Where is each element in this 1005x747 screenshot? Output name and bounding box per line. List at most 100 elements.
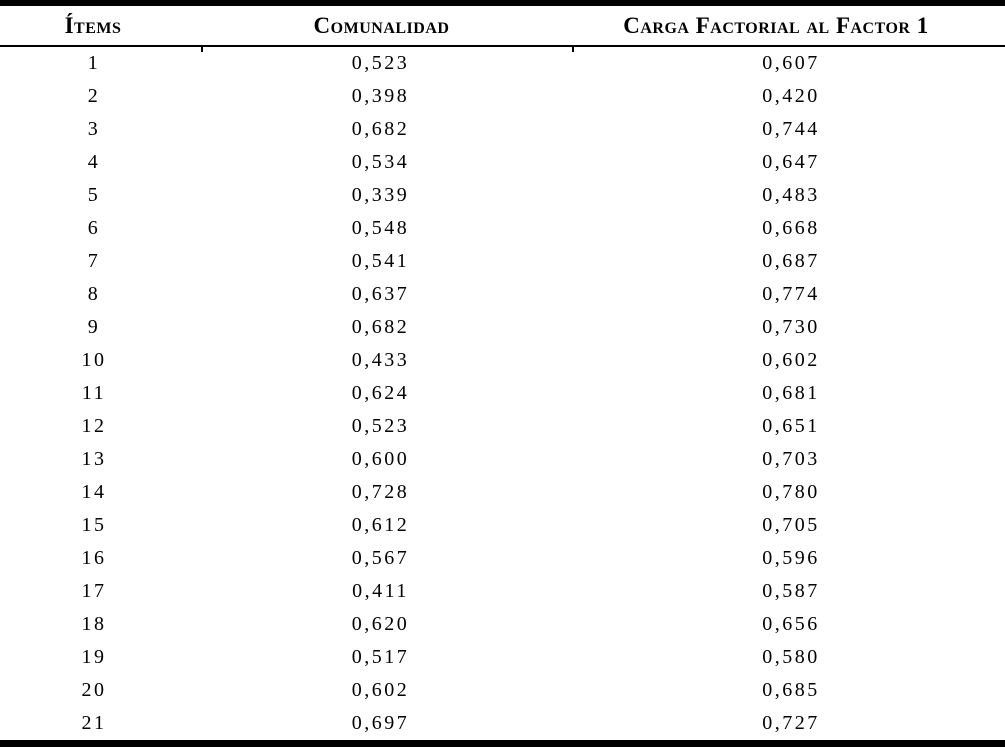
carga-factorial-value-cell-text: 0,602: [762, 349, 820, 371]
carga-factorial-value-cell: 0,703: [573, 443, 1005, 476]
carga-factorial-value-cell: 0,668: [573, 212, 1005, 245]
comunalidad-value-cell-text: 0,612: [351, 514, 410, 536]
table-row: 2 0,398 0,420: [0, 80, 1005, 113]
comunalidad-value-cell-text: 0,697: [351, 712, 410, 734]
carga-factorial-value-cell-text: 0,681: [762, 382, 820, 404]
item-number-cell: 14: [0, 476, 202, 509]
comunalidad-value-cell-text: 0,624: [351, 382, 410, 404]
carga-factorial-value-cell: 0,596: [573, 542, 1005, 575]
carga-factorial-value-cell-text: 0,420: [762, 85, 820, 107]
item-number-cell: 3: [0, 113, 202, 146]
table-row: 12 0,523 0,651: [0, 410, 1005, 443]
item-number-cell-text: 11: [81, 382, 107, 404]
comunalidad-value-cell: 0,548: [202, 212, 573, 245]
comunalidad-value-cell-text: 0,637: [351, 283, 410, 305]
item-number-cell: 2: [0, 80, 202, 113]
comunalidad-value-cell: 0,682: [202, 113, 573, 146]
carga-factorial-value-cell: 0,780: [573, 476, 1005, 509]
carga-factorial-value-cell-text: 0,685: [762, 679, 820, 701]
item-number-cell-text: 20: [81, 679, 107, 701]
comunalidad-value-cell-text: 0,682: [351, 316, 410, 338]
carga-factorial-value-cell-text: 0,483: [762, 184, 820, 206]
item-number-cell-text: 9: [87, 316, 101, 338]
carga-factorial-value-cell-text: 0,727: [762, 712, 820, 734]
comunalidad-value-cell: 0,567: [202, 542, 573, 575]
comunalidad-value-cell: 0,534: [202, 146, 573, 179]
comunalidad-value-cell: 0,433: [202, 344, 573, 377]
item-number-cell-text: 7: [87, 250, 101, 272]
comunalidad-value-cell-text: 0,411: [352, 580, 409, 602]
item-number-cell: 17: [0, 575, 202, 608]
item-number-cell: 16: [0, 542, 202, 575]
comunalidad-value-cell-text: 0,523: [351, 52, 410, 74]
item-number-cell-text: 18: [81, 613, 107, 635]
carga-factorial-value-cell-text: 0,774: [762, 283, 820, 305]
item-number-cell-text: 13: [81, 448, 107, 470]
comunalidad-value-cell-text: 0,682: [351, 118, 410, 140]
carga-factorial-value-cell: 0,580: [573, 641, 1005, 674]
carga-factorial-value-cell-text: 0,705: [762, 514, 820, 536]
table-row: 1 0,523 0,607: [0, 46, 1005, 80]
carga-factorial-value-cell: 0,420: [573, 80, 1005, 113]
item-number-cell: 11: [0, 377, 202, 410]
carga-factorial-value-cell: 0,687: [573, 245, 1005, 278]
table-row: 10 0,433 0,602: [0, 344, 1005, 377]
carga-factorial-value-cell-text: 0,596: [762, 547, 820, 569]
column-header-carga-factorial-label: Carga Factorial al Factor 1: [623, 12, 929, 38]
item-number-cell-text: 10: [81, 349, 107, 371]
comunalidad-value-cell-text: 0,534: [351, 151, 410, 173]
comunalidad-value-cell-text: 0,398: [351, 85, 410, 107]
carga-factorial-value-cell-text: 0,703: [762, 448, 820, 470]
item-number-cell-text: 16: [81, 547, 107, 569]
carga-factorial-value-cell-text: 0,651: [762, 415, 820, 437]
carga-factorial-value-cell: 0,651: [573, 410, 1005, 443]
table-row: 17 0,411 0,587: [0, 575, 1005, 608]
table-row: 11 0,624 0,681: [0, 377, 1005, 410]
carga-factorial-value-cell: 0,647: [573, 146, 1005, 179]
comunalidad-value-cell: 0,637: [202, 278, 573, 311]
carga-factorial-value-cell: 0,587: [573, 575, 1005, 608]
comunalidad-value-cell-text: 0,433: [351, 349, 410, 371]
comunalidad-value-cell: 0,697: [202, 707, 573, 744]
column-separator-tick: [572, 47, 574, 52]
comunalidad-value-cell-text: 0,339: [351, 184, 410, 206]
table-row: 9 0,682 0,730: [0, 311, 1005, 344]
item-number-cell-text: 19: [81, 646, 107, 668]
carga-factorial-value-cell-text: 0,607: [762, 52, 820, 74]
column-header-comunalidad-label: Comunalidad: [313, 12, 450, 38]
table-row: 14 0,728 0,780: [0, 476, 1005, 509]
comunalidad-value-cell: 0,620: [202, 608, 573, 641]
carga-factorial-value-cell-text: 0,668: [762, 217, 820, 239]
table-row: 8 0,637 0,774: [0, 278, 1005, 311]
column-header-items-label: Ítems: [64, 12, 122, 38]
item-number-cell-text: 12: [81, 415, 107, 437]
carga-factorial-value-cell-text: 0,587: [762, 580, 820, 602]
table-body: 1 0,523 0,607 2 0,398 0,420 3 0,682 0,744 4 0,534 0…: [0, 46, 1005, 744]
table-row: 6 0,548 0,668: [0, 212, 1005, 245]
carga-factorial-value-cell: 0,705: [573, 509, 1005, 542]
comunalidad-value-cell: 0,728: [202, 476, 573, 509]
column-separator-tick: [201, 47, 203, 52]
item-number-cell: 18: [0, 608, 202, 641]
carga-factorial-value-cell-text: 0,687: [762, 250, 820, 272]
comunalidad-value-cell-text: 0,602: [351, 679, 410, 701]
item-number-cell-text: 3: [87, 118, 101, 140]
column-header-comunalidad: Comunalidad: [202, 3, 573, 47]
carga-factorial-value-cell: 0,744: [573, 113, 1005, 146]
carga-factorial-value-cell-text: 0,580: [762, 646, 820, 668]
comunalidad-value-cell: 0,398: [202, 80, 573, 113]
comunalidad-value-cell-text: 0,728: [351, 481, 410, 503]
item-number-cell: 12: [0, 410, 202, 443]
table-header: Ítems Comunalidad Carga Factorial al Fac…: [0, 3, 1005, 47]
comunalidad-value-cell-text: 0,541: [351, 250, 410, 272]
comunalidad-value-cell: 0,612: [202, 509, 573, 542]
table-row: 21 0,697 0,727: [0, 707, 1005, 744]
item-number-cell: 4: [0, 146, 202, 179]
item-number-cell: 1: [0, 46, 202, 80]
item-number-cell: 20: [0, 674, 202, 707]
item-number-cell: 15: [0, 509, 202, 542]
comunalidad-value-cell: 0,517: [202, 641, 573, 674]
header-row: Ítems Comunalidad Carga Factorial al Fac…: [0, 3, 1005, 47]
